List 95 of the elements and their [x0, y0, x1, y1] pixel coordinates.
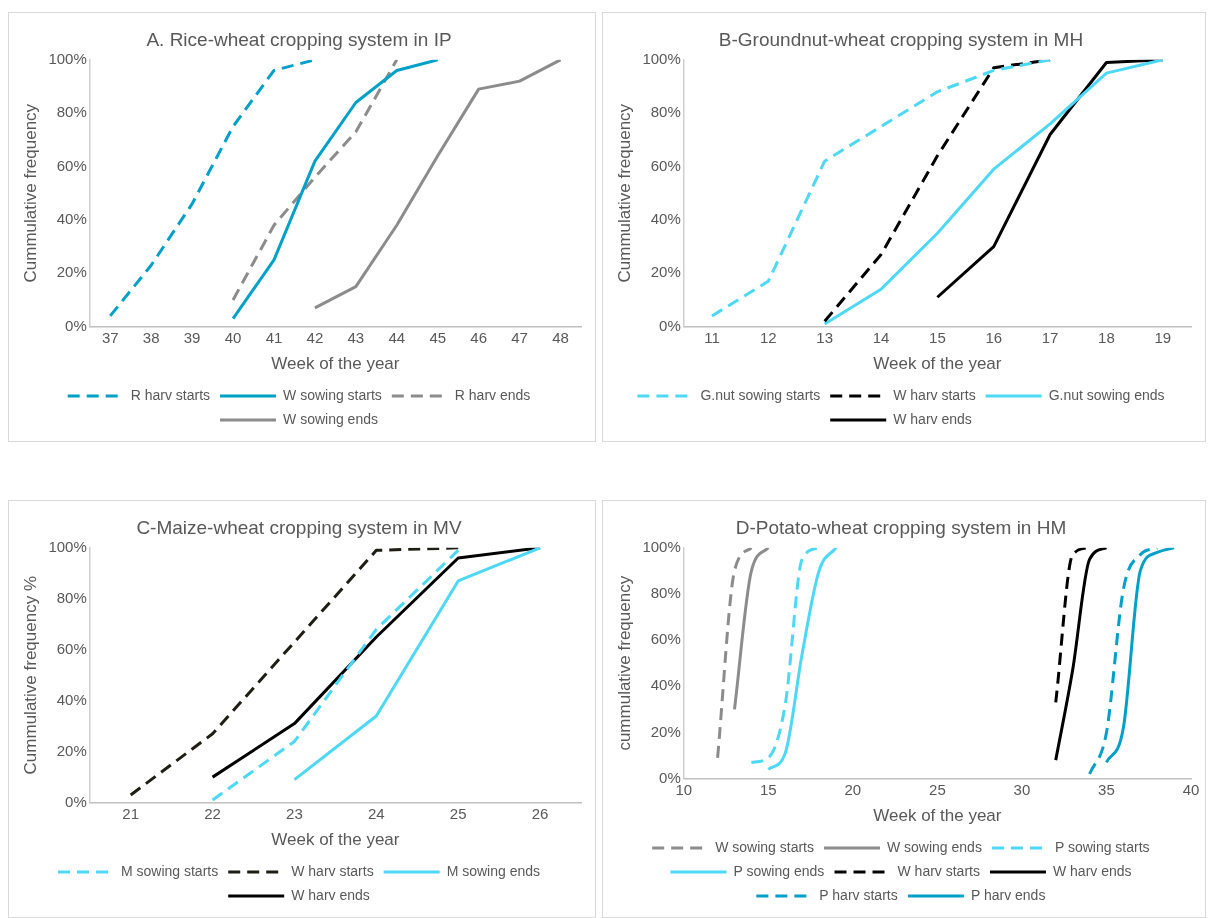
x-tick-label: 13 — [816, 328, 834, 346]
x-tick-label: 17 — [1041, 328, 1059, 346]
x-tick-label: 45 — [429, 328, 447, 346]
line-series — [1054, 547, 1108, 762]
y-tick-label: 100% — [642, 537, 681, 555]
x-tick-label: 25 — [929, 780, 946, 798]
legend-label: G.nut sowing starts — [700, 386, 821, 403]
x-tick-label: 47 — [511, 328, 528, 346]
line-series — [766, 547, 838, 771]
legend-label: R harv ends — [454, 386, 531, 403]
legend-label: W sowing starts — [715, 838, 814, 855]
line-series — [710, 59, 1052, 318]
line-series — [129, 547, 460, 797]
x-tick-label: 20 — [844, 780, 862, 798]
y-tick-label: 0% — [65, 792, 87, 810]
x-axis-title: Week of the year — [271, 830, 400, 850]
legend-label: P sowing starts — [1054, 838, 1150, 855]
x-axis-title: Week of the year — [873, 354, 1002, 374]
y-tick-label: 80% — [56, 588, 87, 606]
line-series — [231, 59, 399, 302]
legend-label: W harv ends — [893, 410, 972, 427]
x-axis-title: Week of the year — [271, 354, 400, 374]
x-tick-label: 37 — [101, 328, 119, 346]
y-tick-label: 80% — [56, 103, 87, 121]
y-tick-label: 60% — [650, 156, 681, 174]
x-tick-label: 18 — [1098, 328, 1115, 346]
legend-label: G.nut sowing ends — [1048, 386, 1165, 403]
x-tick-label: 40 — [224, 328, 242, 346]
x-tick-label: 42 — [306, 328, 324, 346]
y-tick-label: 100% — [642, 49, 681, 67]
x-tick-label: 38 — [142, 328, 160, 346]
y-tick-label: 100% — [48, 49, 87, 67]
chart-title: A. Rice-wheat cropping system in IP — [146, 28, 452, 50]
legend-label: R harv starts — [130, 386, 211, 403]
x-tick-label: 11 — [704, 328, 720, 346]
x-tick-label: 14 — [872, 328, 890, 346]
legend-label: W sowing ends — [283, 410, 378, 427]
y-axis-title: cummulative frequency — [614, 575, 634, 751]
y-tick-label: 20% — [650, 263, 681, 281]
y-tick-label: 20% — [650, 722, 681, 740]
chart-title: C-Maize-wheat cropping system in MV — [136, 516, 462, 538]
y-tick-label: 80% — [650, 103, 681, 121]
legend-label: W sowing starts — [283, 386, 382, 403]
legend-label: W sowing ends — [886, 838, 982, 855]
legend-label: M sowing starts — [120, 862, 219, 879]
x-tick-label: 46 — [470, 328, 487, 346]
chart-title: B-Groundnut-wheat cropping system in MH — [718, 28, 1084, 50]
legend-label: W harv starts — [291, 862, 374, 879]
legend-label: P harv starts — [819, 886, 898, 903]
x-tick-label: 15 — [759, 780, 777, 798]
y-tick-label: 0% — [659, 316, 681, 334]
y-tick-label: 40% — [56, 210, 87, 228]
y-tick-label: 60% — [56, 156, 87, 174]
x-tick-label: 24 — [367, 804, 385, 822]
legend-label: M sowing ends — [446, 862, 541, 879]
x-tick-label: 43 — [347, 328, 365, 346]
y-tick-label: 40% — [650, 676, 681, 694]
x-tick-label: 16 — [985, 328, 1003, 346]
y-axis-title: Cummulative frequency % — [20, 575, 40, 775]
y-tick-label: 100% — [48, 537, 87, 555]
x-tick-label: 44 — [388, 328, 406, 346]
legend-label: P harv ends — [970, 886, 1046, 903]
x-tick-label: 21 — [122, 804, 140, 822]
y-tick-label: 20% — [56, 263, 87, 281]
y-axis-title: Cummulative frequency — [20, 103, 40, 283]
x-tick-label: 35 — [1098, 780, 1115, 798]
x-tick-label: 22 — [204, 804, 221, 822]
y-tick-label: 60% — [56, 639, 87, 657]
x-tick-label: 26 — [531, 804, 549, 822]
x-tick-label: 19 — [1154, 328, 1172, 346]
y-tick-label: 60% — [650, 630, 681, 648]
x-tick-label: 12 — [759, 328, 777, 346]
legend-label: W harv starts — [893, 386, 976, 403]
x-tick-label: 25 — [449, 804, 467, 822]
legend-label: W harv ends — [1052, 862, 1132, 879]
x-tick-label: 30 — [1013, 780, 1031, 798]
x-tick-label: 15 — [929, 328, 946, 346]
legend-label: W harv starts — [897, 862, 980, 879]
y-tick-label: 40% — [56, 690, 87, 708]
x-tick-label: 40 — [1182, 780, 1200, 798]
line-series — [1104, 547, 1176, 764]
x-tick-label: 48 — [552, 328, 569, 346]
y-tick-label: 20% — [56, 741, 87, 759]
legend-label: P sowing ends — [733, 862, 825, 879]
legend-label: W harv ends — [291, 886, 370, 903]
line-series — [211, 548, 460, 802]
x-tick-label: 23 — [286, 804, 303, 822]
y-tick-label: 40% — [650, 210, 681, 228]
x-tick-label: 39 — [183, 328, 201, 346]
x-tick-label: 41 — [265, 328, 283, 346]
y-tick-label: 80% — [650, 584, 681, 602]
x-axis-title: Week of the year — [873, 806, 1002, 826]
y-axis-title: Cummulative frequency — [614, 103, 634, 283]
chart-title: D-Potato-wheat cropping system in HM — [735, 516, 1067, 538]
y-tick-label: 0% — [65, 316, 87, 334]
